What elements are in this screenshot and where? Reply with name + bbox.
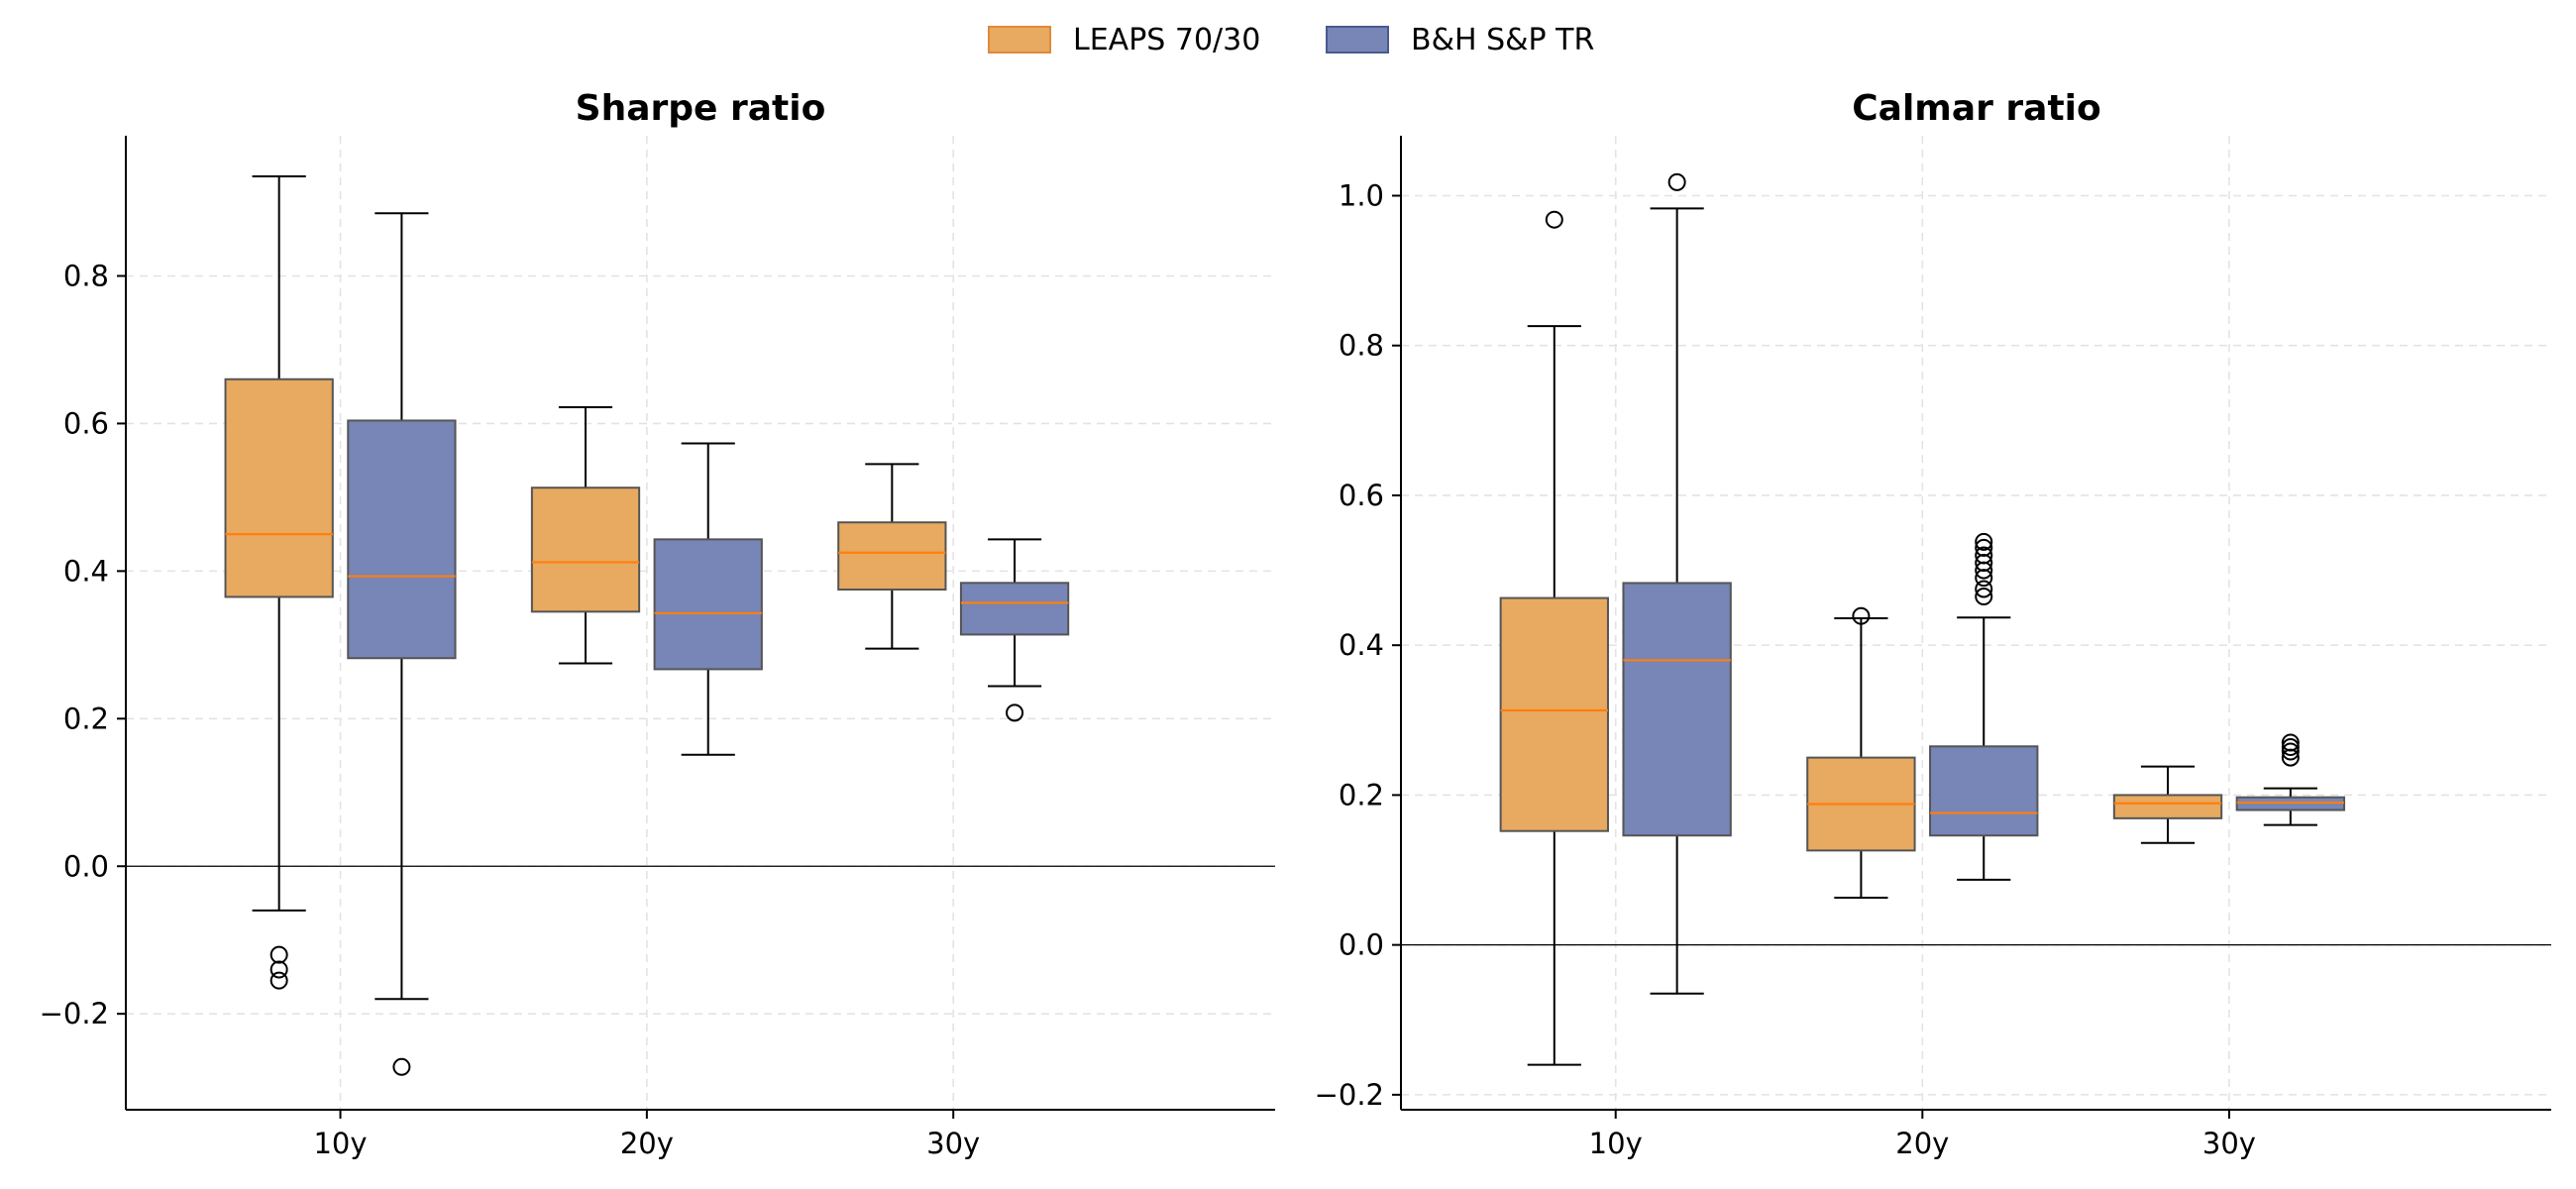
legend-swatch-bh: [1326, 26, 1389, 54]
box-body: [224, 378, 334, 598]
y-tick-label: 0.6: [63, 406, 109, 440]
box-body: [1622, 582, 1732, 837]
y-tick-label: 0.4: [1339, 628, 1384, 662]
legend: LEAPS 70/30 B&H S&P TR: [988, 23, 1594, 57]
x-tick-label: 10y: [1589, 1127, 1643, 1160]
outlier-point: [1667, 172, 1686, 191]
outlier-point: [1975, 532, 1993, 551]
x-tick-label: 20y: [620, 1127, 674, 1160]
box-bh-10y: [347, 212, 457, 1076]
box-body: [347, 419, 457, 660]
y-tick-label: −0.2: [40, 997, 109, 1030]
panel-title-calmar: Calmar ratio: [1852, 88, 2100, 129]
box-leaps-20y: [530, 406, 641, 665]
panel-calmar-ratio: Calmar ratio −0.2 0.0 0.2 0.4 0.6 0.8 1.0 10y 20…: [1315, 88, 2551, 1160]
panel-sharpe-ratio: Sharpe ratio −0.2 0.0 0.2 0.4 0.6 0.8 10y 20y 30…: [40, 88, 1275, 1160]
box-body: [530, 486, 641, 613]
y-tick-label: 0.4: [63, 554, 109, 588]
box-body: [653, 538, 763, 671]
x-tick-label: 10y: [313, 1127, 367, 1160]
outlier-point: [1975, 588, 1993, 606]
outlier-point: [1545, 210, 1563, 229]
box-body: [1929, 745, 2039, 837]
x-tick-label: 30y: [926, 1127, 980, 1160]
outlier-point: [269, 960, 288, 979]
box-body: [959, 582, 1070, 636]
outlier-point: [1975, 580, 1993, 598]
legend-label-leaps: LEAPS 70/30: [1073, 23, 1260, 57]
box-leaps-30y: [837, 463, 947, 650]
y-tick-label: 0.0: [63, 849, 109, 883]
box-bh-20y: [653, 442, 763, 756]
outlier-point: [2281, 733, 2300, 752]
x-tick-label: 20y: [1895, 1127, 1949, 1160]
legend-swatch-leaps: [988, 26, 1051, 54]
box-bh-30y: [2235, 733, 2346, 826]
box-bh-30y: [959, 538, 1070, 722]
box-bh-20y: [1929, 532, 2039, 881]
outlier-point: [392, 1057, 411, 1076]
outlier-point: [2281, 742, 2300, 761]
outlier-point: [2281, 738, 2300, 757]
box-leaps-10y: [224, 174, 334, 990]
box-leaps-20y: [1806, 606, 1916, 900]
box-body: [1499, 596, 1609, 832]
panel-title-sharpe: Sharpe ratio: [576, 88, 826, 129]
y-tick-label: 0.0: [1339, 928, 1384, 962]
box-leaps-30y: [2112, 765, 2223, 844]
x-tick-label: 30y: [2202, 1127, 2256, 1160]
outlier-point: [1006, 703, 1024, 722]
outlier-point: [269, 971, 288, 990]
y-tick-label: 1.0: [1339, 178, 1384, 212]
legend-label-bh: B&H S&P TR: [1411, 23, 1594, 57]
y-tick-label: 0.8: [63, 259, 109, 292]
y-tick-label: 0.2: [63, 702, 109, 735]
legend-item-leaps: LEAPS 70/30: [988, 23, 1260, 57]
box-body: [2112, 794, 2223, 819]
outlier-point: [269, 945, 288, 964]
outlier-point: [1852, 606, 1871, 625]
outlier-point: [1975, 546, 1993, 565]
box-bh-10y: [1622, 172, 1732, 995]
box-leaps-10y: [1499, 210, 1609, 1066]
y-tick-label: 0.8: [1339, 329, 1384, 363]
y-tick-label: 0.6: [1339, 479, 1384, 512]
y-tick-label: −0.2: [1315, 1078, 1384, 1112]
outlier-point: [1975, 538, 1993, 557]
box-body: [837, 521, 947, 591]
box-body: [2235, 796, 2346, 811]
y-tick-label: 0.2: [1339, 778, 1384, 811]
legend-item-bh: B&H S&P TR: [1326, 23, 1594, 57]
